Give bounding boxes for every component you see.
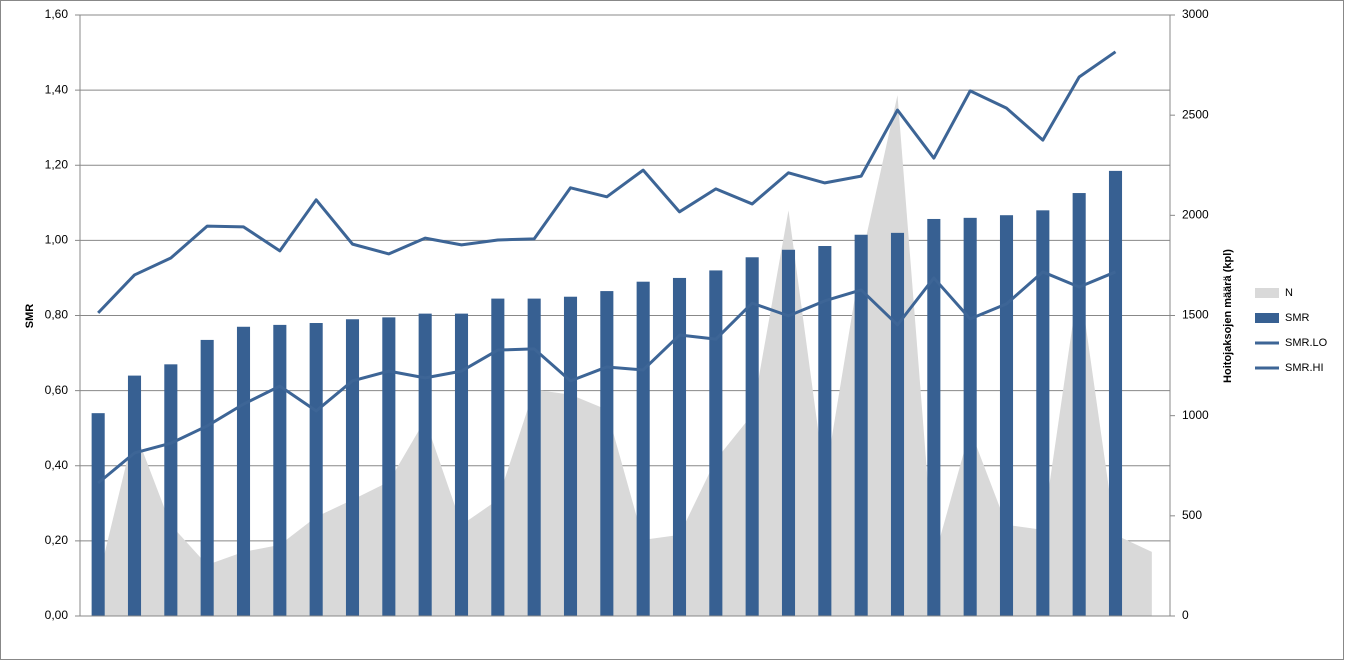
bar — [164, 364, 178, 616]
line — [97, 270, 1117, 485]
y2-tick-label: 0 — [1182, 608, 1189, 622]
area — [98, 95, 1152, 617]
bar — [890, 232, 905, 617]
bar — [200, 339, 214, 616]
line — [97, 50, 1117, 314]
y-tick-label: 1,40 — [45, 82, 69, 96]
legend-label: N — [1285, 287, 1293, 299]
y2-tick-label: 2000 — [1182, 208, 1209, 222]
y-tick-label: 1,20 — [45, 157, 69, 171]
bar — [636, 281, 650, 616]
bar — [345, 319, 360, 616]
bar — [563, 296, 578, 616]
bar — [999, 215, 1014, 616]
bar — [127, 375, 142, 616]
y2-tick-label: 2500 — [1182, 107, 1209, 121]
legend-label: SMR.LO — [1285, 337, 1328, 349]
y-tick-label: 0,80 — [45, 308, 69, 322]
legend-swatch — [1255, 313, 1279, 323]
bar — [236, 326, 251, 616]
y2-tick-label: 1500 — [1182, 308, 1209, 322]
y2-tick-label: 1000 — [1182, 408, 1209, 422]
y-tick-label: 0,60 — [45, 383, 69, 397]
bar — [963, 217, 977, 616]
bar — [1108, 170, 1123, 616]
bar — [818, 246, 832, 616]
bar — [1036, 210, 1050, 616]
bar — [927, 218, 941, 617]
y2-axis-title: Hoitojaksojen määrä (kpl) — [1222, 249, 1234, 383]
bar — [454, 313, 469, 616]
bar — [672, 277, 687, 616]
y-tick-label: 1,00 — [45, 233, 69, 247]
bar — [382, 317, 396, 616]
bar — [709, 270, 723, 616]
bar — [309, 323, 323, 616]
bar — [1072, 193, 1086, 616]
bar — [91, 413, 105, 616]
bar — [854, 234, 868, 616]
bar — [745, 257, 759, 616]
y-tick-label: 1,60 — [45, 7, 69, 21]
y-tick-label: 0,20 — [45, 533, 69, 547]
y2-tick-label: 3000 — [1182, 7, 1209, 21]
bar — [491, 298, 505, 616]
bar — [781, 249, 796, 616]
bar — [600, 291, 614, 616]
bar — [273, 324, 287, 616]
y2-tick-label: 500 — [1182, 508, 1202, 522]
y-tick-label: 0,40 — [45, 458, 69, 472]
y-axis-title: SMR — [24, 304, 36, 329]
bar — [418, 313, 432, 616]
y-tick-label: 0,00 — [45, 608, 69, 622]
legend-swatch — [1255, 288, 1279, 298]
bar — [527, 298, 541, 616]
legend-label: SMR — [1285, 312, 1310, 324]
legend-label: SMR.HI — [1285, 362, 1324, 374]
